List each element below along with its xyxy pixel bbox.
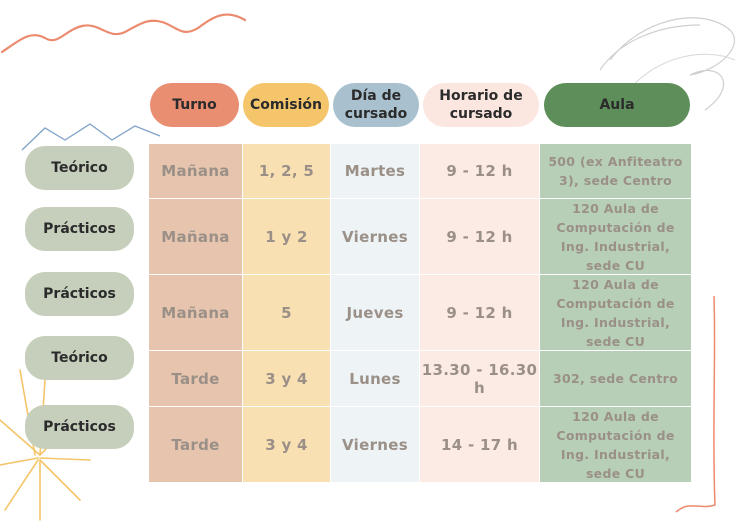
header-turno: Turno — [150, 83, 239, 127]
cell-comision: 3 y 4 — [243, 407, 330, 482]
header-horario: Horario de cursado — [423, 83, 539, 127]
row-type-label: Prácticos — [43, 419, 116, 435]
cell-aula: 120 Aula de Computación de Ing. Industri… — [540, 275, 691, 350]
cell-comision: 1 y 2 — [243, 199, 330, 274]
header-aula-label: Aula — [599, 97, 635, 113]
orange-squiggle — [0, 13, 247, 54]
cell-turno: Tarde — [149, 351, 242, 406]
cell-dia: Martes — [331, 144, 419, 198]
row-type-label: Prácticos — [43, 221, 116, 237]
cell-dia: Jueves — [331, 275, 419, 350]
cell-comision: 3 y 4 — [243, 351, 330, 406]
row-type-label: Teórico — [51, 350, 108, 366]
cell-dia: Viernes — [331, 407, 419, 482]
row-type-pill: Prácticos — [25, 405, 134, 449]
cell-turno: Tarde — [149, 407, 242, 482]
cell-aula: 120 Aula de Computación de Ing. Industri… — [540, 407, 691, 482]
row-type-pill: Teórico — [25, 146, 134, 190]
header-comision-label: Comisión — [250, 97, 322, 113]
cell-turno: Mañana — [149, 144, 242, 198]
header-dia-label: Día de cursado — [344, 88, 408, 122]
cell-horario: 13.30 - 16.30 h — [420, 351, 539, 406]
row-type-pill: Prácticos — [25, 272, 134, 316]
row-type-pill: Teórico — [25, 336, 134, 380]
header-comision: Comisión — [243, 83, 329, 127]
cell-aula: 302, sede Centro — [540, 351, 691, 406]
cell-aula: 500 (ex Anfiteatro 3), sede Centro — [540, 144, 691, 198]
cell-aula: 120 Aula de Computación de Ing. Industri… — [540, 199, 691, 274]
header-horario-label: Horario de cursado — [439, 88, 523, 122]
cell-comision: 1, 2, 5 — [243, 144, 330, 198]
cell-dia: Viernes — [331, 199, 419, 274]
header-turno-label: Turno — [172, 97, 217, 113]
row-type-pill: Prácticos — [25, 207, 134, 251]
row-type-label: Teórico — [51, 160, 108, 176]
cell-comision: 5 — [243, 275, 330, 350]
cell-dia: Lunes — [331, 351, 419, 406]
header-aula: Aula — [544, 83, 690, 127]
cell-horario: 9 - 12 h — [420, 199, 539, 274]
cell-turno: Mañana — [149, 199, 242, 274]
row-type-label: Prácticos — [43, 286, 116, 302]
cell-horario: 9 - 12 h — [420, 275, 539, 350]
cell-turno: Mañana — [149, 275, 242, 350]
cell-horario: 14 - 17 h — [420, 407, 539, 482]
header-dia: Día de cursado — [333, 83, 419, 127]
cell-horario: 9 - 12 h — [420, 144, 539, 198]
